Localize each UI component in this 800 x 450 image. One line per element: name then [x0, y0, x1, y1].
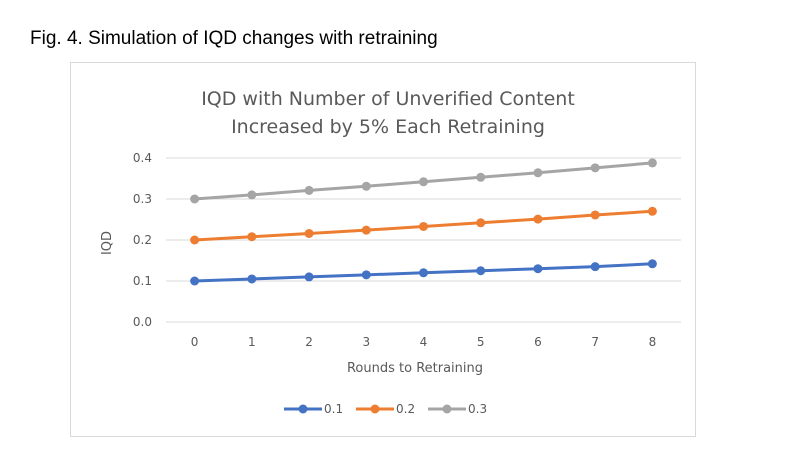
data-point	[190, 194, 200, 204]
y-tick-label: 0.1	[133, 274, 152, 288]
data-point	[476, 266, 486, 276]
data-point	[647, 158, 657, 168]
x-tick-label: 1	[248, 335, 256, 349]
data-point	[533, 214, 543, 224]
labels-layer: IQD with Number of Unverified Content In…	[100, 88, 656, 376]
x-tick-label: 3	[362, 335, 370, 349]
y-tick-label: 0.4	[133, 151, 152, 165]
data-point	[590, 262, 600, 272]
legend-label: 0.1	[324, 402, 343, 416]
data-point	[533, 264, 543, 274]
data-point	[247, 274, 257, 284]
data-point	[247, 190, 257, 200]
x-tick-label: 5	[477, 335, 485, 349]
legend-marker	[370, 404, 380, 414]
chart-title-line-1: IQD with Number of Unverified Content	[201, 88, 575, 110]
data-point	[304, 272, 314, 282]
x-tick-label: 8	[649, 335, 657, 349]
x-axis-title: Rounds to Retraining	[347, 361, 483, 376]
data-point	[533, 168, 543, 178]
y-axis-title: IQD	[100, 231, 115, 255]
series-layer	[190, 158, 657, 286]
data-point	[304, 228, 314, 238]
data-point	[361, 270, 371, 280]
data-point	[419, 268, 428, 278]
data-point	[590, 163, 600, 173]
y-tick-label: 0.0	[133, 315, 152, 329]
legend-marker	[442, 404, 452, 414]
line-chart: IQD with Number of Unverified Content In…	[100, 88, 681, 416]
chart-frame: IQD with Number of Unverified Content In…	[70, 62, 696, 437]
figure-caption: Fig. 4. Simulation of IQD changes with r…	[30, 28, 438, 49]
data-point	[247, 232, 257, 242]
data-point	[590, 210, 600, 220]
y-tick-label: 0.2	[133, 233, 152, 247]
data-point	[476, 172, 486, 182]
legend-label: 0.2	[396, 402, 415, 416]
data-point	[361, 181, 371, 191]
data-point	[647, 259, 657, 269]
data-point	[476, 218, 486, 228]
data-point	[419, 177, 428, 187]
x-tick-label: 2	[305, 335, 313, 349]
y-tick-label: 0.3	[133, 192, 152, 206]
x-tick-label: 0	[191, 335, 199, 349]
legend-marker	[298, 404, 308, 414]
data-point	[190, 276, 200, 286]
x-tick-label: 6	[534, 335, 542, 349]
x-tick-label: 4	[420, 335, 428, 349]
legend-label: 0.3	[468, 402, 487, 416]
data-point	[647, 206, 657, 216]
chart-title-line-2: Increased by 5% Each Retraining	[231, 116, 545, 138]
data-point	[190, 235, 200, 245]
x-tick-label: 7	[591, 335, 599, 349]
data-point	[419, 221, 428, 231]
data-point	[361, 225, 371, 235]
data-point	[304, 185, 314, 195]
legend: 0.1 0.2 0.3	[284, 402, 487, 416]
